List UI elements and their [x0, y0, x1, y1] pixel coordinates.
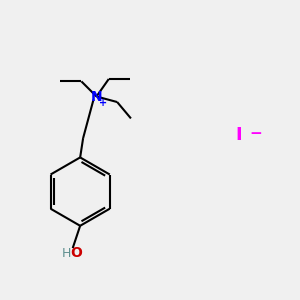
Text: +: + [99, 98, 107, 108]
Text: O: O [70, 246, 82, 260]
Text: −: − [249, 126, 262, 141]
Text: H: H [61, 247, 71, 260]
Text: N: N [91, 89, 102, 103]
Text: I: I [236, 126, 242, 144]
